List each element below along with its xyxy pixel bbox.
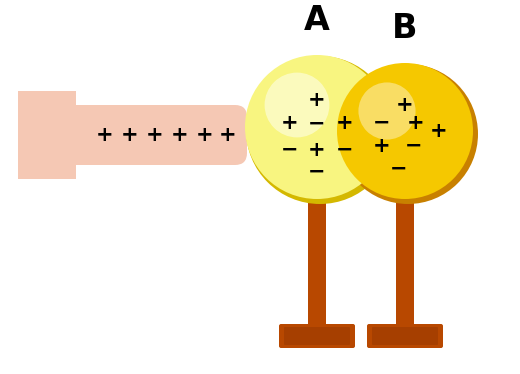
Text: +: + (430, 121, 448, 141)
Text: A: A (304, 4, 330, 37)
Text: −: − (389, 159, 407, 178)
Text: −: − (308, 113, 326, 134)
Text: +: + (171, 125, 189, 145)
Bar (396, 191, 414, 326)
Text: +: + (96, 125, 114, 145)
Text: −: − (405, 136, 422, 156)
Text: +: + (146, 125, 164, 145)
Text: +: + (196, 125, 214, 145)
Circle shape (265, 73, 329, 137)
Text: +: + (281, 113, 298, 134)
FancyBboxPatch shape (284, 327, 350, 345)
Circle shape (338, 64, 478, 204)
Text: +: + (308, 90, 326, 110)
Text: +: + (121, 125, 139, 145)
Text: +: + (308, 140, 326, 160)
Text: −: − (281, 140, 298, 160)
Text: −: − (372, 113, 390, 133)
FancyBboxPatch shape (372, 327, 438, 345)
Text: −: − (308, 162, 326, 182)
Circle shape (246, 56, 394, 204)
Text: +: + (407, 113, 424, 133)
Bar (308, 191, 326, 326)
Circle shape (358, 82, 415, 140)
FancyBboxPatch shape (367, 324, 443, 348)
Text: +: + (372, 136, 390, 156)
Text: +: + (335, 113, 353, 134)
FancyBboxPatch shape (279, 324, 355, 348)
FancyBboxPatch shape (58, 105, 247, 165)
Circle shape (245, 55, 389, 199)
FancyBboxPatch shape (18, 91, 76, 179)
Text: +: + (219, 125, 237, 145)
Text: −: − (335, 140, 353, 160)
Circle shape (337, 63, 473, 199)
Text: B: B (392, 12, 418, 45)
Text: +: + (396, 95, 414, 115)
